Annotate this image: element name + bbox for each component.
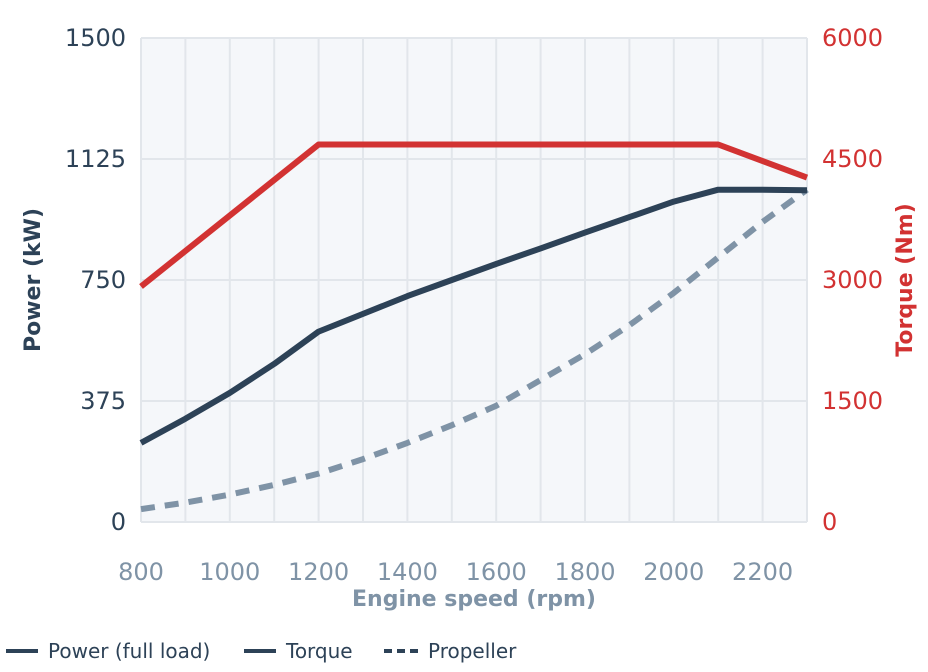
legend-item-power[interactable]: Power (full load) — [6, 639, 210, 663]
legend: Power (full load) Torque Propeller — [6, 639, 517, 663]
y-tick-label: 750 — [80, 266, 126, 294]
series-line-propeller — [140, 187, 809, 513]
y2-axis-title: Torque (Nm) — [893, 203, 918, 356]
y2-tick-label: 1500 — [822, 387, 883, 415]
y2-tick-label: 4500 — [822, 145, 883, 173]
x-tick-label: 1600 — [466, 558, 527, 586]
legend-label-torque: Torque — [285, 639, 353, 663]
tick-layer: 0 375 750 1125 1500 0 1500 3000 4500 6000 800 1000 1… — [65, 24, 883, 586]
series-layer — [139, 141, 809, 513]
y-axis-title: Power (kW) — [21, 208, 46, 352]
y-tick-label: 375 — [80, 387, 126, 415]
x-tick-label: 1200 — [288, 558, 349, 586]
x-tick-label: 800 — [118, 558, 164, 586]
legend-label-power: Power (full load) — [48, 639, 210, 663]
series-line-torque — [139, 141, 809, 289]
grid-layer — [140, 37, 808, 523]
x-tick-label: 2000 — [643, 558, 704, 586]
series-line-power-full-load — [139, 186, 808, 446]
y-tick-label: 1500 — [65, 24, 126, 52]
y-tick-label: 1125 — [65, 145, 126, 173]
y2-tick-label: 6000 — [822, 24, 883, 52]
x-tick-label: 1800 — [554, 558, 615, 586]
legend-label-propeller: Propeller — [428, 639, 517, 663]
y-tick-label: 0 — [111, 508, 126, 536]
x-tick-label: 2200 — [732, 558, 793, 586]
x-tick-label: 1400 — [377, 558, 438, 586]
x-axis-title: Engine speed (rpm) — [352, 587, 596, 612]
y2-tick-label: 3000 — [822, 266, 883, 294]
legend-item-propeller[interactable]: Propeller — [384, 639, 517, 663]
x-tick-label: 1000 — [199, 558, 260, 586]
legend-item-torque[interactable]: Torque — [244, 639, 353, 663]
y2-tick-label: 0 — [822, 508, 837, 536]
